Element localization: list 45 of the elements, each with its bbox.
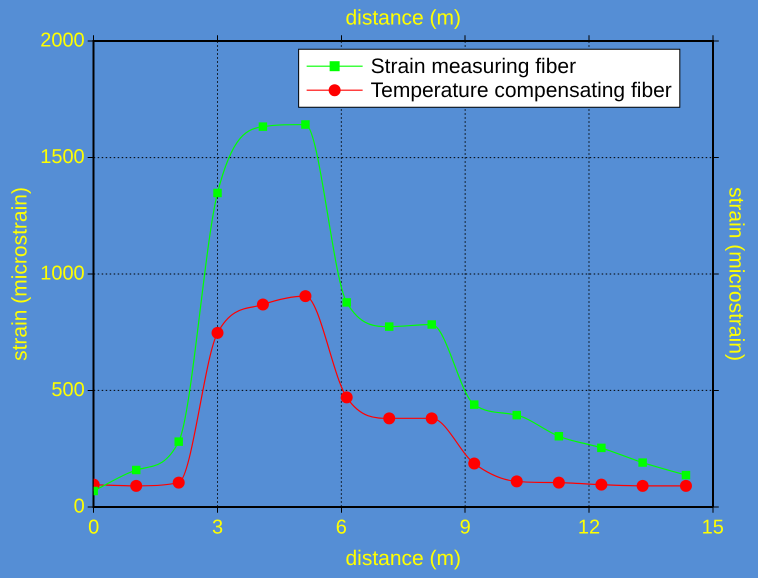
- legend-label: Strain measuring fiber: [370, 54, 576, 78]
- point: [130, 480, 142, 492]
- y-tick-label: 1000: [40, 262, 85, 285]
- point: [301, 120, 310, 129]
- point: [383, 412, 396, 424]
- point: [258, 122, 268, 131]
- point: [426, 412, 438, 424]
- point: [340, 391, 353, 404]
- y-tick-label: 2000: [40, 30, 85, 52]
- point: [299, 290, 312, 302]
- x-tick-label: 6: [336, 516, 347, 538]
- point: [384, 322, 394, 331]
- y2-axis-title: strain (microstrain): [724, 187, 748, 361]
- x-tick-label: 15: [702, 516, 724, 538]
- x-tick-label: 3: [212, 516, 224, 538]
- point: [213, 188, 222, 198]
- point: [470, 400, 478, 409]
- point: [595, 478, 608, 491]
- x-tick-label: 9: [460, 516, 471, 538]
- point: [638, 458, 647, 467]
- point: [682, 470, 690, 480]
- point: [256, 298, 269, 310]
- point: [552, 476, 565, 489]
- point: [132, 466, 140, 474]
- point: [636, 480, 649, 492]
- point: [597, 444, 606, 452]
- y-tick-label: 500: [51, 378, 85, 401]
- x-axis-title: distance (m): [345, 547, 462, 570]
- point: [212, 326, 224, 339]
- point: [427, 320, 436, 329]
- x2-axis-title: distance (m): [345, 6, 462, 30]
- x-tick-label: 12: [578, 516, 600, 538]
- legend-label: Temperature compensating fiber: [370, 78, 672, 102]
- y-tick-label: 1500: [40, 146, 85, 168]
- y-axis-title: strain (microstrain): [8, 187, 32, 361]
- point: [174, 437, 183, 446]
- point: [554, 432, 564, 441]
- point: [342, 298, 351, 307]
- point: [680, 480, 692, 492]
- x-tick-label: 0: [88, 516, 100, 538]
- point: [468, 458, 480, 470]
- point: [512, 410, 521, 420]
- point: [510, 475, 523, 488]
- point: [172, 476, 185, 489]
- y-tick-label: 0: [74, 495, 85, 518]
